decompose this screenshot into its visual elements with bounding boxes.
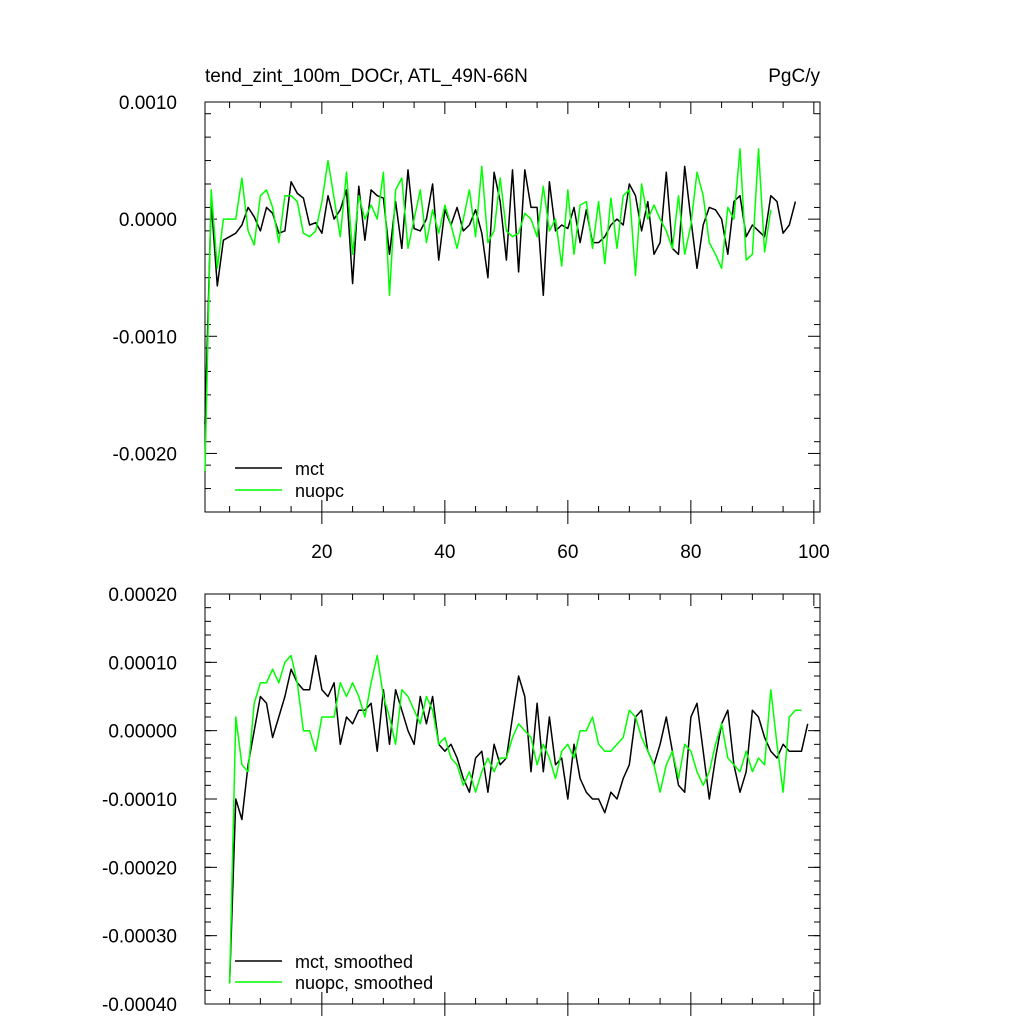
bottom-plot-frame <box>204 593 821 1005</box>
top-plot-title: tend_zint_100m_DOCr, ATL_49N-66N <box>205 66 528 87</box>
y-tick-label: 0.0000 <box>119 210 177 231</box>
x-tick-label: 40 <box>434 542 455 563</box>
y-tick-label: -0.00040 <box>102 995 177 1016</box>
top-plot-ticks: 0.0010 0.0000 -0.0010 -0.0020 20 40 60 80 100 <box>113 93 830 563</box>
series-line-mct-smoothed <box>228 654 809 984</box>
y-tick-label: 0.00000 <box>108 722 177 743</box>
x-tick-label: 100 <box>798 542 830 563</box>
y-tick-label: 0.00020 <box>108 585 177 606</box>
top-plot-legend: mct nuopc <box>235 459 344 501</box>
bottom-plot-panel: 0.00020 0.00010 0.00000 -0.00010 -0.00020 -0.… <box>102 585 821 1016</box>
legend-label-mct: mct <box>295 459 324 479</box>
bottom-plot-ticks: 0.00020 0.00010 0.00000 -0.00010 -0.00020 -0.… <box>102 585 820 1016</box>
legend-label-nuopc-smoothed: nuopc, smoothed <box>295 973 433 993</box>
series-line-nuopc <box>204 148 772 472</box>
series-line-nuopc-smoothed <box>228 654 802 984</box>
x-tick-label: 60 <box>557 542 578 563</box>
x-tick-label: 80 <box>680 542 701 563</box>
bottom-plot-legend: mct, smoothed nuopc, smoothed <box>235 952 433 993</box>
legend-label-mct-smoothed: mct, smoothed <box>295 952 413 972</box>
top-plot-units: PgC/y <box>768 66 820 87</box>
y-tick-label: 0.00010 <box>108 653 177 674</box>
x-tick-label: 20 <box>311 542 332 563</box>
bottom-plot-series <box>228 654 809 984</box>
y-tick-label: -0.00010 <box>102 790 177 811</box>
y-tick-label: -0.00030 <box>102 927 177 948</box>
series-line-mct <box>204 165 797 425</box>
legend-label-nuopc: nuopc <box>295 481 344 501</box>
y-tick-label: 0.0010 <box>119 93 177 114</box>
y-tick-label: -0.0010 <box>113 327 177 348</box>
y-tick-label: -0.0020 <box>113 444 177 465</box>
top-plot-panel: tend_zint_100m_DOCr, ATL_49N-66N PgC/y 0… <box>113 66 830 563</box>
top-plot-series <box>204 148 797 472</box>
top-plot-frame <box>204 101 821 513</box>
y-tick-label: -0.00020 <box>102 858 177 879</box>
